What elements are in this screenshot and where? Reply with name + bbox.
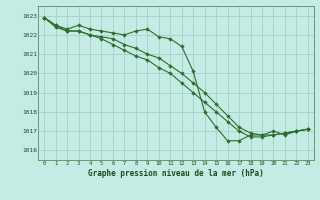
X-axis label: Graphe pression niveau de la mer (hPa): Graphe pression niveau de la mer (hPa) xyxy=(88,169,264,178)
